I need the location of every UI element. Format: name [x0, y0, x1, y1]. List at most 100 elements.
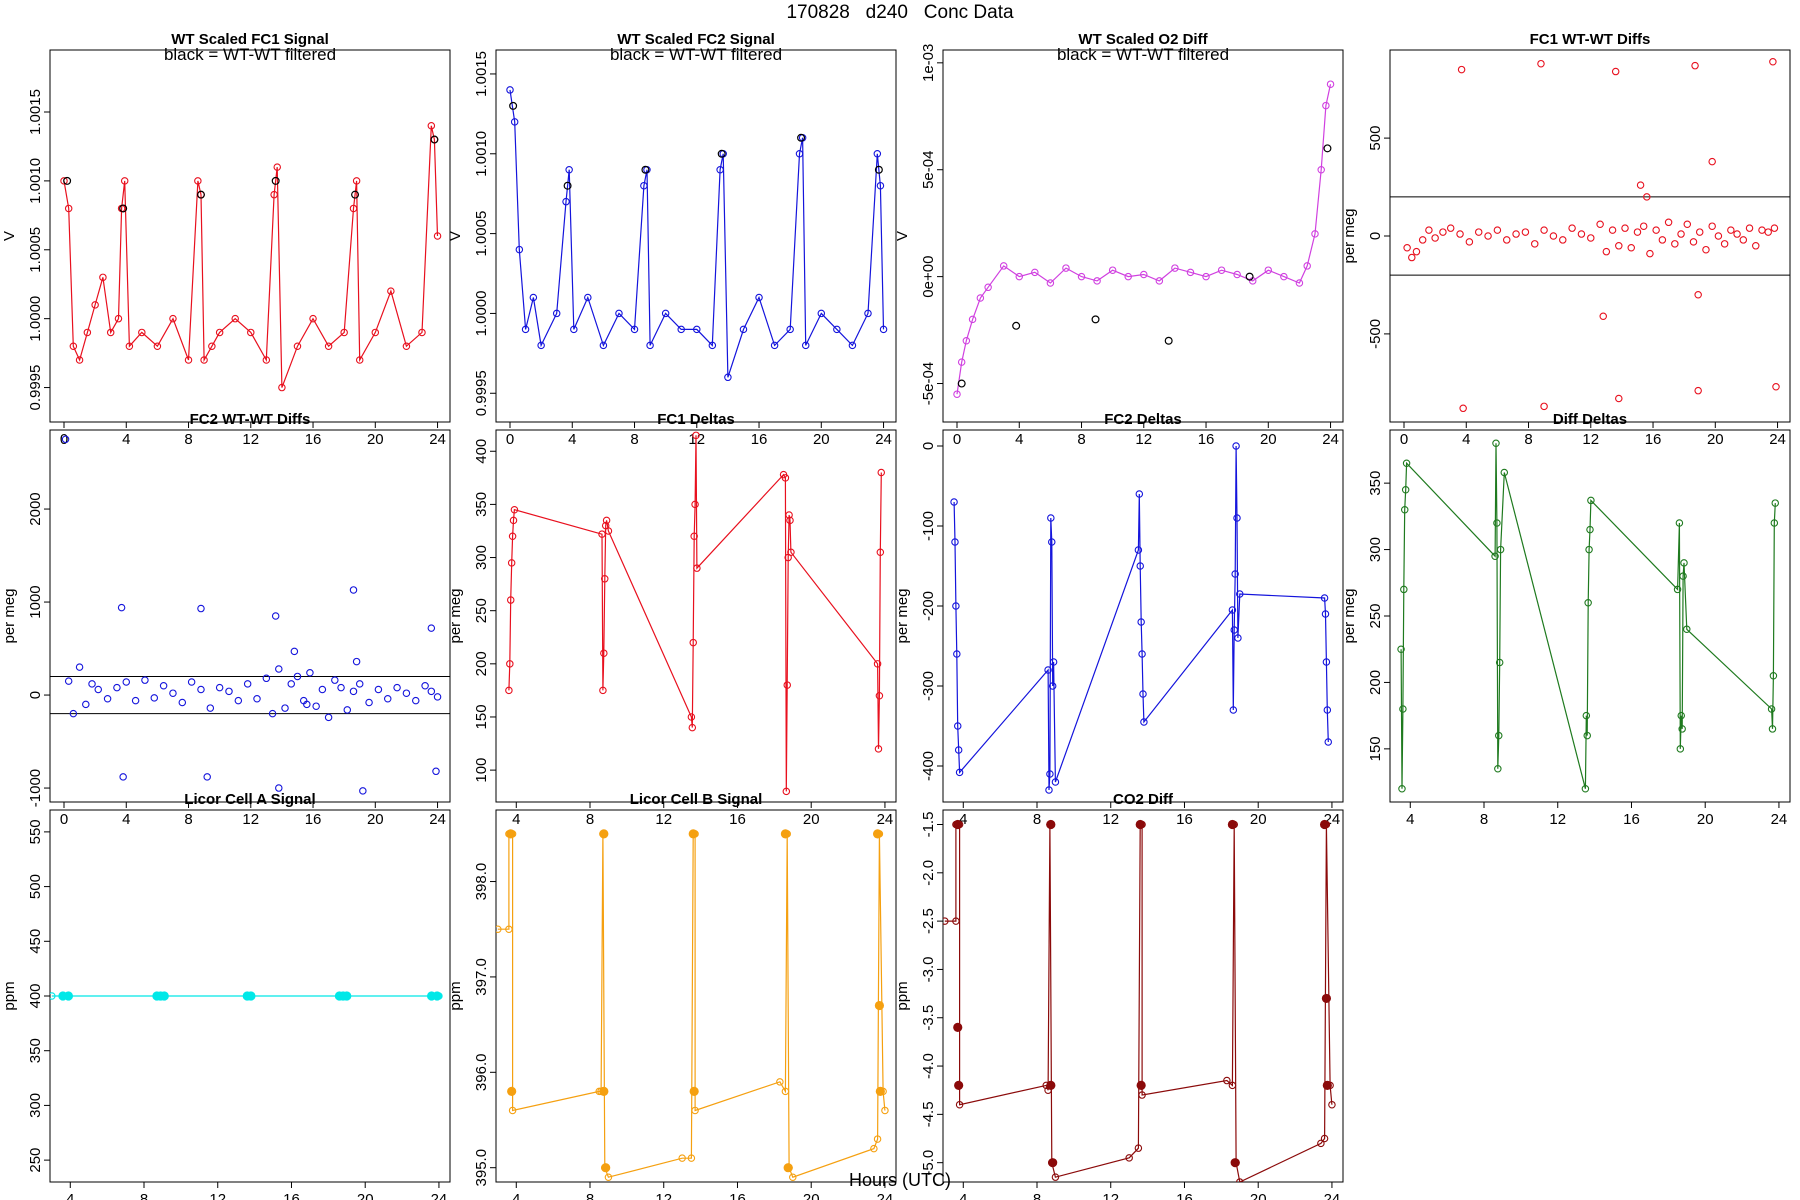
marker-point [874, 165, 883, 174]
data-point [1228, 606, 1237, 614]
data-point [1295, 279, 1304, 287]
x-tick-label: 20 [367, 431, 384, 448]
data-point [1322, 101, 1330, 110]
data-point [873, 1135, 882, 1143]
data-point [352, 657, 361, 666]
data-point [412, 696, 420, 705]
plot-area [1390, 57, 1790, 413]
x-tick-label: 8 [184, 431, 192, 448]
panel-title: WT Scaled FC1 Signal [171, 31, 329, 48]
data-point [306, 668, 314, 677]
data-point [1691, 61, 1699, 70]
data-point [1769, 672, 1778, 680]
x-tick-label: 4 [959, 811, 967, 828]
data-point [1046, 279, 1055, 287]
data-point [1714, 232, 1723, 240]
y-tick-label: -4.5 [920, 1101, 937, 1127]
data-point [1397, 645, 1405, 653]
data-point [786, 516, 794, 525]
data-point [197, 685, 205, 694]
data-point [1675, 519, 1684, 527]
data-point [1583, 731, 1591, 740]
y-tick-label: 100 [473, 758, 490, 783]
y-axis-label: ppm [1, 981, 18, 1010]
plot-frame [495, 49, 897, 423]
data-point [1643, 193, 1651, 201]
data-point [1402, 459, 1411, 467]
x-tick-label: 12 [688, 431, 705, 448]
marker-point [874, 1000, 885, 1011]
data-point [1752, 242, 1760, 250]
data-point [1311, 230, 1319, 238]
x-tick-label: 0 [60, 811, 68, 828]
data-point [432, 767, 440, 776]
data-point [94, 685, 102, 694]
data-point [1264, 266, 1273, 274]
x-tick-label: 20 [1260, 431, 1277, 448]
y-tick-label: 200 [1367, 670, 1384, 695]
data-point [1502, 236, 1511, 244]
marker-point [246, 991, 256, 1001]
data-point [433, 693, 442, 701]
marker-point [599, 1086, 609, 1096]
data-point [1320, 1134, 1329, 1143]
data-point [1739, 236, 1748, 244]
marker-point [1012, 321, 1021, 330]
data-point [953, 390, 961, 398]
panel-p7: FC2 Deltas per meg 4 8 12 16 20 24 -400 -300 -200 -… [894, 411, 1344, 828]
data-point [1587, 234, 1595, 242]
series-line [508, 435, 882, 792]
data-point [119, 773, 127, 781]
data-point [1679, 572, 1687, 580]
data-point [1317, 165, 1325, 174]
series-line [944, 823, 1333, 1182]
plot-area [60, 122, 442, 392]
data-point [343, 706, 352, 714]
data-point [1708, 222, 1716, 230]
y-axis-label: ppm [447, 981, 464, 1010]
data-point [187, 678, 196, 686]
data-point [303, 700, 311, 709]
data-point [1045, 786, 1053, 794]
data-point [318, 685, 327, 694]
data-point [268, 709, 277, 718]
data-point [1465, 238, 1474, 246]
x-tick-label: 16 [729, 811, 746, 828]
data-point [1512, 230, 1520, 238]
panel-title: FC1 Deltas [657, 411, 735, 428]
x-tick-label: 4 [959, 1191, 967, 1200]
x-tick-label: 16 [751, 431, 768, 448]
marker-point [1319, 819, 1330, 830]
data-point [952, 602, 960, 610]
data-point [1615, 394, 1623, 403]
data-point [953, 722, 962, 730]
data-point [1136, 562, 1144, 570]
data-point [1633, 228, 1642, 236]
data-point [418, 328, 426, 337]
data-point [1549, 232, 1558, 240]
x-tick-label: 24 [429, 811, 446, 828]
data-point [1636, 181, 1645, 189]
data-point [1768, 725, 1777, 733]
x-tick-label: 8 [1524, 431, 1532, 448]
data-point [755, 293, 763, 302]
data-point [1608, 226, 1617, 234]
y-tick-label: 0.9995 [473, 370, 490, 416]
y-tick-label: 150 [473, 704, 490, 729]
data-point [848, 341, 857, 350]
data-point [1328, 1100, 1336, 1109]
y-tick-label: 1000 [27, 585, 44, 618]
x-tick-label: 24 [877, 811, 894, 828]
data-point [1031, 268, 1039, 277]
x-tick-label: 20 [803, 811, 820, 828]
data-point [349, 586, 358, 594]
data-point [646, 341, 654, 350]
y-tick-label: 0 [27, 691, 44, 699]
data-point [509, 516, 518, 525]
data-point [1108, 266, 1117, 274]
x-tick-label: 0 [60, 431, 68, 448]
data-point [615, 309, 623, 318]
data-point [879, 325, 888, 334]
plot-area [506, 86, 888, 382]
